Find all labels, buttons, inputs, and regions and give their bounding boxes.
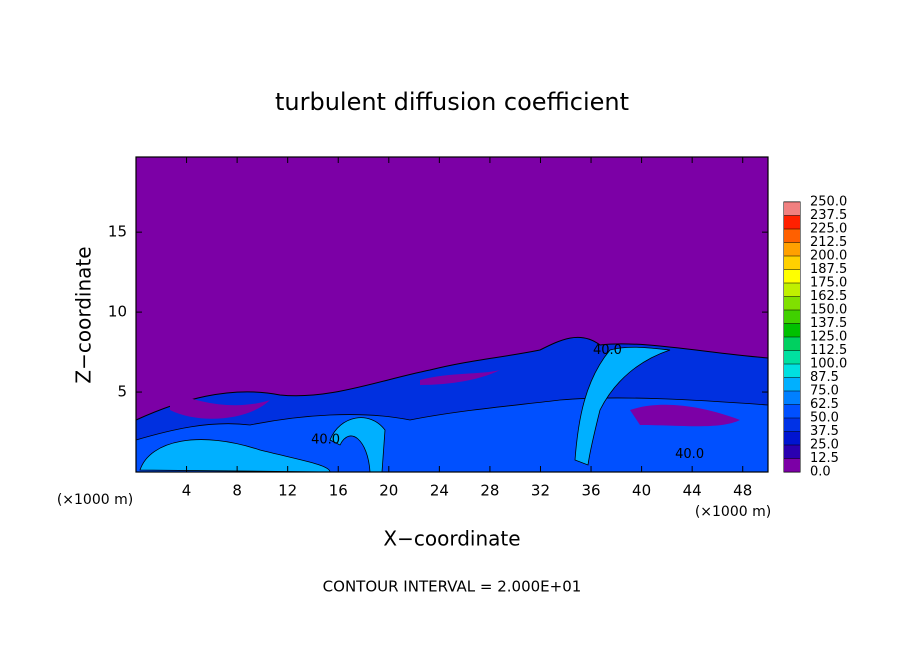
x-tick-label: 16 — [329, 482, 348, 500]
colorbar-label: 175.0 — [810, 276, 847, 291]
colorbar-label: 162.5 — [810, 289, 847, 304]
colorbar-swatch — [784, 242, 800, 256]
y-tick-label: 15 — [108, 223, 127, 241]
plot-frame — [135, 156, 769, 473]
colorbar-label: 212.5 — [810, 235, 847, 250]
colorbar-label: 50.0 — [810, 411, 839, 426]
x-tick-label: 36 — [581, 482, 600, 500]
x-tick-label: 20 — [379, 482, 398, 500]
colorbar-swatch — [784, 337, 800, 351]
colorbar-label: 62.5 — [810, 397, 839, 412]
contour-region — [139, 439, 331, 473]
colorbar-swatch — [784, 458, 800, 472]
colorbar-swatch — [784, 391, 800, 405]
colorbar-swatch — [784, 296, 800, 310]
colorbar-label: 200.0 — [810, 249, 847, 264]
colorbar-swatch — [784, 323, 800, 337]
footer: CONTOUR INTERVAL = 2.000E+01 — [323, 578, 582, 596]
colorbar-label: 87.5 — [810, 370, 839, 385]
contour-label: 40.0 — [593, 343, 622, 358]
colorbar-swatch — [784, 445, 800, 459]
x-unit-label: (×1000 m) — [57, 492, 133, 508]
y-tick-label: 5 — [117, 383, 127, 401]
colorbar-swatch — [784, 215, 800, 229]
y-axis-label: Z−coordinate — [72, 246, 96, 383]
colorbar-swatch — [784, 364, 800, 378]
colorbar-swatch — [784, 283, 800, 297]
colorbar-label: 25.0 — [810, 438, 839, 453]
colorbar-swatch — [784, 229, 800, 243]
colorbar-label: 250.0 — [810, 195, 847, 210]
x-tick-label: 4 — [182, 482, 192, 500]
colorbar-label: 225.0 — [810, 222, 847, 237]
contour-region — [574, 346, 671, 466]
x-tick-label: 24 — [430, 482, 449, 500]
x-tick-label: 48 — [733, 482, 752, 500]
x-tick-label: 40 — [632, 482, 651, 500]
contour-label: 40.0 — [675, 447, 704, 462]
colorbar-label: 0.0 — [810, 465, 831, 480]
colorbar-swatch — [784, 202, 800, 216]
colorbar-swatch — [784, 377, 800, 391]
colorbar-swatch — [784, 431, 800, 445]
colorbar-swatch — [784, 269, 800, 283]
colorbar-label: 12.5 — [810, 451, 839, 466]
y-tick-label: 10 — [108, 303, 127, 321]
colorbar-swatch — [784, 256, 800, 270]
colorbar-label: 187.5 — [810, 262, 847, 277]
colorbar-label: 150.0 — [810, 303, 847, 318]
colorbar-label: 125.0 — [810, 330, 847, 345]
x-axis-label: X−coordinate — [383, 527, 520, 551]
colorbar-swatch — [784, 404, 800, 418]
colorbar-label: 75.0 — [810, 384, 839, 399]
contour-label: 40.0 — [311, 433, 340, 448]
contour-region — [630, 404, 740, 427]
contour-region — [135, 397, 769, 473]
colorbar-swatch — [784, 350, 800, 364]
colorbar-label: 237.5 — [810, 208, 847, 223]
colorbar-label: 37.5 — [810, 424, 839, 439]
x-unit-label: (×1000 m) — [695, 504, 771, 520]
colorbar-swatch — [784, 310, 800, 324]
contour-region — [420, 370, 500, 385]
x-tick-label: 28 — [480, 482, 499, 500]
colorbar-swatch — [784, 418, 800, 432]
x-tick-label: 32 — [531, 482, 550, 500]
chart-title: turbulent diffusion coefficient — [275, 88, 629, 116]
colorbar-label: 112.5 — [810, 343, 847, 358]
colorbar-label: 100.0 — [810, 357, 847, 372]
contour-field — [135, 157, 769, 473]
contour-region — [170, 390, 270, 419]
x-tick-label: 8 — [232, 482, 242, 500]
x-tick-label: 12 — [278, 482, 297, 500]
colorbar-label: 137.5 — [810, 316, 847, 331]
x-tick-label: 44 — [683, 482, 702, 500]
